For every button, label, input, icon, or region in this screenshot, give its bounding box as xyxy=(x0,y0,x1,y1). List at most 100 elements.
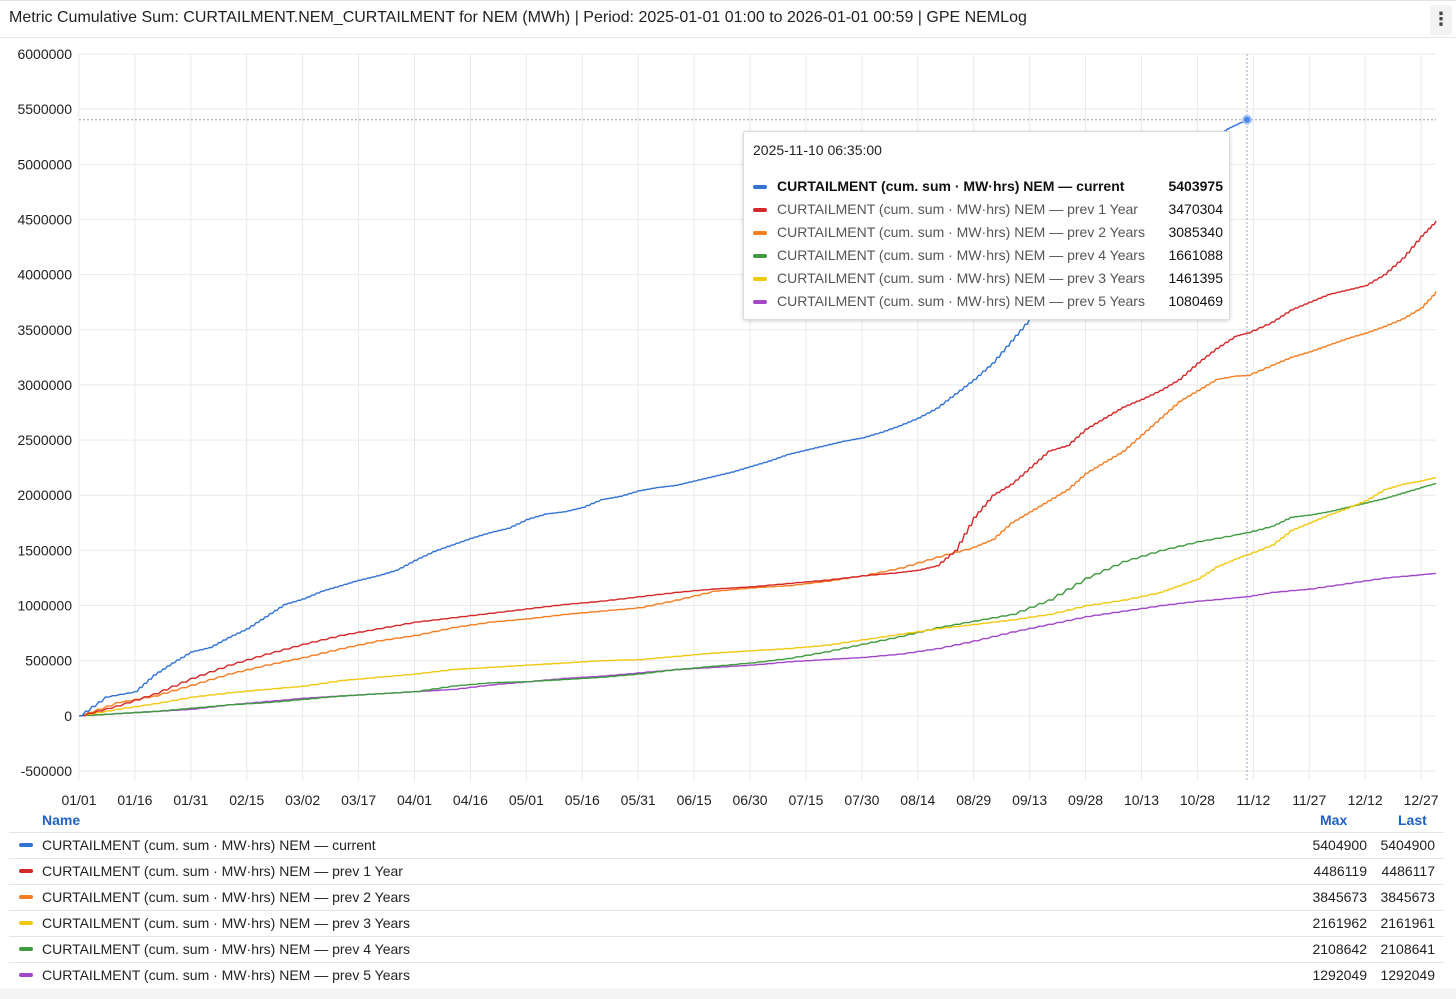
y-tick-label: 4000000 xyxy=(17,267,72,283)
x-tick-label: 03/17 xyxy=(341,792,376,808)
legend-swatch xyxy=(19,973,33,977)
legend-last-value: 5404900 xyxy=(1380,837,1435,853)
legend-max-value: 2161962 xyxy=(1312,915,1367,931)
tooltip-series-name: CURTAILMENT (cum. sum · MW·hrs) NEM — pr… xyxy=(777,293,1145,309)
tooltip-series-name: CURTAILMENT (cum. sum · MW·hrs) NEM — pr… xyxy=(777,270,1145,286)
legend-series-name: CURTAILMENT (cum. sum · MW·hrs) NEM — cu… xyxy=(42,837,376,853)
y-tick-label: 1500000 xyxy=(17,542,72,558)
tooltip-row: CURTAILMENT (cum. sum · MW·hrs) NEM — pr… xyxy=(753,270,1223,290)
legend-header-last[interactable]: Last xyxy=(1398,812,1427,828)
tooltip-series-value: 5403975 xyxy=(1168,178,1223,194)
x-tick-label: 06/15 xyxy=(677,792,712,808)
series-line[interactable] xyxy=(79,291,1437,717)
legend-swatch xyxy=(19,869,33,873)
legend-max-value: 2108642 xyxy=(1312,941,1367,957)
legend-swatch xyxy=(19,843,33,847)
legend-row[interactable]: CURTAILMENT (cum. sum · MW·hrs) NEM — pr… xyxy=(9,858,1444,884)
tooltip-swatch xyxy=(753,300,767,304)
tooltip-swatch xyxy=(753,277,767,281)
x-tick-label: 10/13 xyxy=(1124,792,1159,808)
hover-crosshair xyxy=(79,54,1436,781)
legend-series-name: CURTAILMENT (cum. sum · MW·hrs) NEM — pr… xyxy=(42,889,410,905)
panel-menu-icon[interactable]: ⋮ xyxy=(1430,5,1452,35)
legend-last-value: 1292049 xyxy=(1380,967,1435,983)
tooltip-row: CURTAILMENT (cum. sum · MW·hrs) NEM — cu… xyxy=(753,178,1223,198)
tooltip-swatch xyxy=(753,254,767,258)
y-tick-label: -500000 xyxy=(21,763,73,779)
tooltip-row: CURTAILMENT (cum. sum · MW·hrs) NEM — pr… xyxy=(753,247,1223,267)
x-tick-label: 01/01 xyxy=(61,792,96,808)
legend-row[interactable]: CURTAILMENT (cum. sum · MW·hrs) NEM — pr… xyxy=(9,936,1444,962)
tooltip-time: 2025-11-10 06:35:00 xyxy=(753,142,882,158)
y-axis: 6000000550000050000004500000400000035000… xyxy=(17,46,72,779)
legend-swatch xyxy=(19,895,33,899)
tooltip-swatch xyxy=(753,208,767,212)
y-tick-label: 0 xyxy=(64,708,72,724)
legend-series-name: CURTAILMENT (cum. sum · MW·hrs) NEM — pr… xyxy=(42,915,410,931)
tooltip-row: CURTAILMENT (cum. sum · MW·hrs) NEM — pr… xyxy=(753,293,1223,313)
x-tick-label: 02/15 xyxy=(229,792,264,808)
tooltip-series-value: 3470304 xyxy=(1168,201,1223,217)
series-line[interactable] xyxy=(79,482,1437,717)
series-line[interactable] xyxy=(79,220,1437,717)
line-chart[interactable]: 6000000550000050000004500000400000035000… xyxy=(0,38,1456,810)
x-tick-label: 10/28 xyxy=(1180,792,1215,808)
panel-title: Metric Cumulative Sum: CURTAILMENT.NEM_C… xyxy=(9,9,1027,26)
y-tick-label: 500000 xyxy=(25,653,72,669)
x-tick-label: 04/01 xyxy=(397,792,432,808)
tooltip-swatch xyxy=(753,231,767,235)
tooltip-series-value: 3085340 xyxy=(1168,224,1223,240)
x-tick-label: 05/31 xyxy=(621,792,656,808)
legend-series-name: CURTAILMENT (cum. sum · MW·hrs) NEM — pr… xyxy=(42,967,410,983)
tooltip-series-name: CURTAILMENT (cum. sum · MW·hrs) NEM — cu… xyxy=(777,178,1125,194)
tooltip-swatch xyxy=(753,185,767,189)
x-tick-label: 12/12 xyxy=(1348,792,1383,808)
legend-swatch xyxy=(19,947,33,951)
legend-last-value: 3845673 xyxy=(1380,889,1435,905)
hover-point xyxy=(1241,114,1252,125)
legend-max-value: 3845673 xyxy=(1312,889,1367,905)
y-tick-label: 3000000 xyxy=(17,377,72,393)
x-tick-label: 09/28 xyxy=(1068,792,1103,808)
legend-series-name: CURTAILMENT (cum. sum · MW·hrs) NEM — pr… xyxy=(42,941,410,957)
x-tick-label: 01/16 xyxy=(117,792,152,808)
panel-footer xyxy=(0,988,1456,999)
y-tick-label: 6000000 xyxy=(17,46,72,62)
legend-series-name: CURTAILMENT (cum. sum · MW·hrs) NEM — pr… xyxy=(42,863,403,879)
tooltip-series-value: 1461395 xyxy=(1168,270,1223,286)
legend-row[interactable]: CURTAILMENT (cum. sum · MW·hrs) NEM — pr… xyxy=(9,884,1444,910)
legend-max-value: 5404900 xyxy=(1312,837,1367,853)
tooltip-series-name: CURTAILMENT (cum. sum · MW·hrs) NEM — pr… xyxy=(777,224,1145,240)
tooltip-row: CURTAILMENT (cum. sum · MW·hrs) NEM — pr… xyxy=(753,201,1223,221)
y-tick-label: 5500000 xyxy=(17,101,72,117)
legend-row[interactable]: CURTAILMENT (cum. sum · MW·hrs) NEM — pr… xyxy=(9,910,1444,936)
legend-header-max[interactable]: Max xyxy=(1320,812,1348,828)
x-tick-label: 08/14 xyxy=(900,792,935,808)
x-axis: 01/01 01/16 01/31 02/15 03/02 03/17 04/01 04/16… xyxy=(61,792,1438,808)
hover-tooltip: 2025-11-10 06:35:00 CURTAILMENT (cum. su… xyxy=(743,131,1230,320)
legend-last-value: 2161961 xyxy=(1380,915,1435,931)
legend-header-name[interactable]: Name xyxy=(42,812,81,828)
x-tick-label: 11/12 xyxy=(1236,792,1270,808)
x-tick-label: 05/16 xyxy=(565,792,600,808)
x-tick-label: 05/01 xyxy=(509,792,544,808)
series-line[interactable] xyxy=(79,476,1437,717)
x-tick-label: 08/29 xyxy=(956,792,991,808)
x-tick-label: 06/30 xyxy=(733,792,768,808)
tooltip-series-name: CURTAILMENT (cum. sum · MW·hrs) NEM — pr… xyxy=(777,247,1145,263)
legend-swatch xyxy=(19,921,33,925)
x-tick-label: 04/16 xyxy=(453,792,488,808)
chart-grid xyxy=(78,53,1436,781)
x-tick-label: 07/15 xyxy=(788,792,823,808)
legend-row[interactable]: CURTAILMENT (cum. sum · MW·hrs) NEM — pr… xyxy=(9,962,1444,988)
legend-row[interactable]: CURTAILMENT (cum. sum · MW·hrs) NEM — cu… xyxy=(9,832,1444,858)
x-tick-label: 07/30 xyxy=(844,792,879,808)
tooltip-series-value: 1080469 xyxy=(1168,293,1223,309)
legend-max-value: 4486119 xyxy=(1313,863,1367,879)
tooltip-series-name: CURTAILMENT (cum. sum · MW·hrs) NEM — pr… xyxy=(777,201,1138,217)
y-tick-label: 4500000 xyxy=(17,211,72,227)
tooltip-series-value: 1661088 xyxy=(1168,247,1223,263)
y-tick-label: 5000000 xyxy=(17,156,72,172)
panel-header: Metric Cumulative Sum: CURTAILMENT.NEM_C… xyxy=(0,0,1456,38)
series-line[interactable] xyxy=(79,572,1437,717)
